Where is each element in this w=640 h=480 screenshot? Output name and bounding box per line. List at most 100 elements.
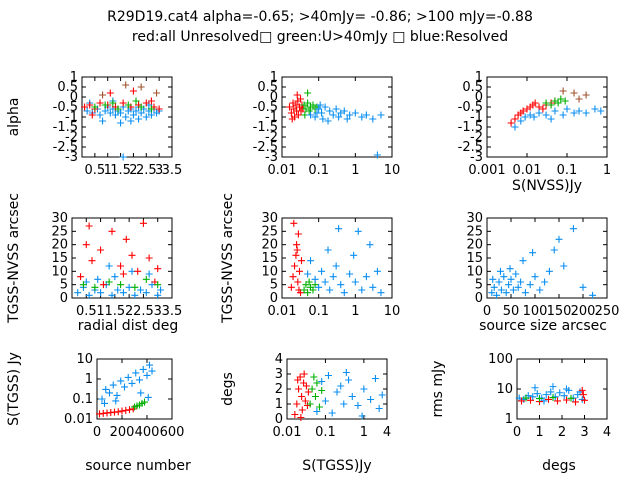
y-tick-label: 30 — [51, 211, 68, 226]
data-point — [119, 289, 127, 297]
y-tick-label: -0.5 — [253, 100, 278, 115]
data-point — [293, 400, 301, 408]
data-point — [109, 381, 117, 389]
data-point — [139, 365, 147, 373]
x-tick-label: 1 — [603, 163, 611, 178]
data-point — [112, 397, 120, 405]
data-point — [101, 399, 108, 407]
data-point — [547, 115, 555, 123]
data-point — [77, 273, 85, 281]
series-red — [77, 219, 162, 289]
data-point — [119, 153, 127, 161]
data-point — [343, 115, 351, 123]
y-tick-label: 10 — [51, 264, 68, 279]
data-point — [346, 111, 354, 119]
data-point — [124, 101, 132, 109]
y-tick-label: -2.5 — [253, 140, 278, 155]
data-point — [509, 286, 517, 294]
y-tick-label: 100 — [488, 352, 513, 367]
data-point — [570, 109, 578, 117]
data-point — [105, 262, 113, 270]
x-tick-label: 3 — [580, 425, 588, 440]
data-point — [497, 286, 505, 294]
data-point — [119, 99, 127, 107]
data-point — [82, 241, 90, 249]
data-point — [531, 384, 539, 392]
series-red — [96, 405, 137, 418]
data-point — [335, 113, 343, 121]
y-tick-label: 0.5 — [57, 80, 78, 95]
data-point — [369, 283, 377, 291]
data-point — [488, 289, 496, 297]
series-green — [300, 278, 319, 297]
y-tick-label: 0 — [270, 291, 278, 306]
y-tick-label: 3 — [275, 367, 283, 382]
data-point — [98, 395, 106, 403]
data-point — [369, 115, 377, 123]
data-point — [91, 283, 99, 291]
data-point — [358, 286, 366, 294]
data-point — [557, 95, 565, 103]
y-tick-label: -1.5 — [53, 120, 78, 135]
series-blue — [304, 225, 385, 297]
x-tick-label: 1 — [96, 304, 104, 319]
data-point — [559, 87, 567, 95]
data-point — [337, 382, 345, 390]
data-point — [298, 406, 306, 414]
series-green — [542, 95, 569, 109]
x-tick-label: 600 — [160, 425, 185, 440]
data-point — [324, 372, 332, 379]
data-point — [519, 257, 527, 265]
data-point — [597, 107, 605, 115]
data-point — [294, 376, 302, 384]
data-point — [310, 373, 318, 381]
data-point — [333, 388, 341, 396]
data-point — [551, 107, 559, 115]
y-tick-label: 0 — [275, 412, 283, 427]
y-tick-label: 2 — [275, 382, 283, 397]
x-axis-label: radial dist deg — [78, 318, 178, 334]
data-point — [351, 278, 359, 286]
plot-frame — [516, 358, 608, 420]
data-point — [118, 407, 126, 415]
data-point — [121, 383, 128, 391]
data-point — [297, 95, 305, 103]
data-point — [554, 99, 562, 107]
data-point — [131, 283, 139, 291]
y-tick-label: 10 — [261, 264, 278, 279]
data-point — [114, 105, 122, 113]
data-point — [563, 105, 571, 113]
data-point — [560, 392, 568, 400]
data-point — [366, 241, 374, 249]
data-point — [137, 83, 145, 91]
data-point — [293, 246, 301, 254]
data-point — [139, 219, 147, 227]
data-point — [287, 283, 295, 291]
y-tick-label: 1 — [70, 70, 78, 85]
data-point — [285, 103, 293, 111]
data-point — [321, 103, 329, 111]
data-point — [83, 107, 91, 115]
y-axis-label: S(TGSS) Jy — [6, 352, 22, 426]
data-point — [291, 262, 299, 270]
data-point — [542, 391, 550, 399]
data-point — [135, 115, 143, 123]
x-axis-label: S(TGSS)Jy — [302, 458, 371, 474]
x-tick-label: 200 — [110, 425, 135, 440]
data-point — [292, 101, 300, 109]
data-point — [294, 111, 302, 119]
data-point — [569, 225, 577, 233]
data-point — [358, 113, 366, 121]
data-point — [145, 254, 153, 262]
x-tick-label: 0 — [93, 425, 101, 440]
panel-flux-vs-alpha: 0.01 0.1 1 10-3-2.5-2-1.5-1-0.500.51 — [253, 70, 401, 178]
y-tick-label: 5 — [270, 278, 278, 293]
data-point — [539, 105, 547, 113]
x-tick-label: 150 — [547, 304, 572, 319]
data-point — [313, 109, 321, 117]
data-point — [122, 81, 130, 89]
data-point — [88, 257, 96, 265]
data-point — [301, 397, 309, 405]
